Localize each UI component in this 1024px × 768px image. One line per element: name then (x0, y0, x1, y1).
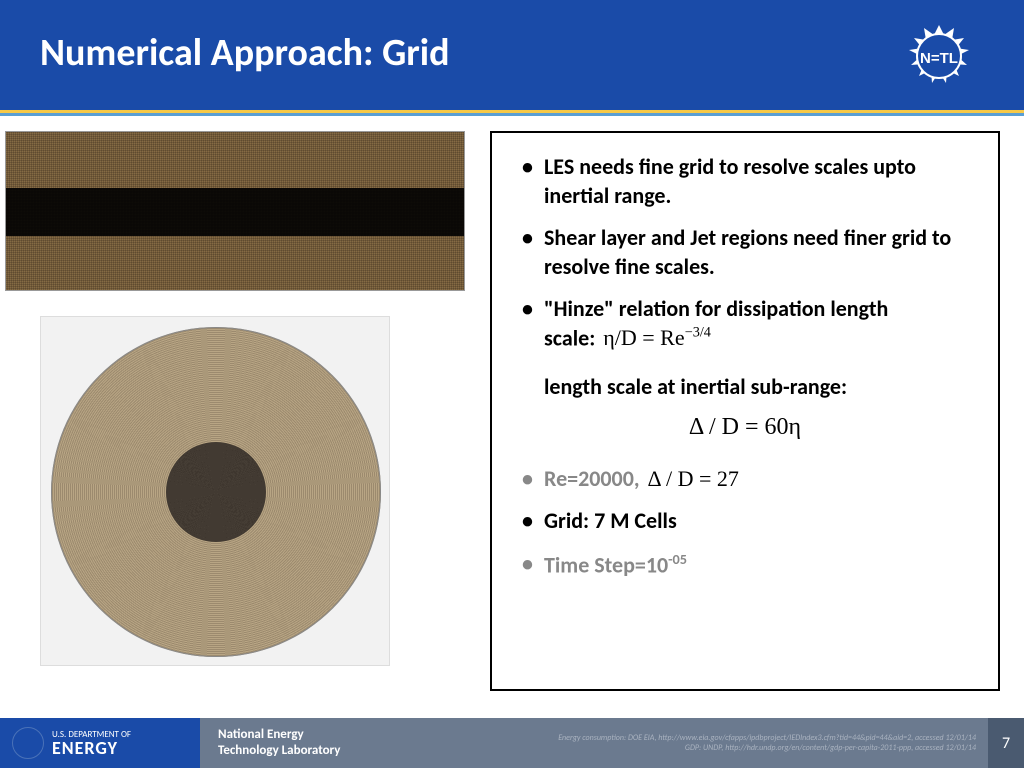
doe-badge: U.S. DEPARTMENT OFENERGY (0, 718, 200, 768)
grid-band-middle (6, 188, 464, 236)
doe-seal-icon (12, 727, 44, 759)
slide-header: Numerical Approach: Grid N=TL (0, 0, 1024, 110)
citation-text: Energy consumption: DOE EIA, http://www.… (340, 733, 988, 754)
grid-band-top (6, 132, 464, 188)
grid-circle-inner (166, 442, 266, 542)
bullet-4: Re=20000,Δ / D = 27 (510, 465, 980, 494)
text-column: LES needs fine grid to resolve scales up… (480, 116, 1020, 696)
svg-text:N=TL: N=TL (920, 50, 958, 67)
bullet-1: LES needs fine grid to resolve scales up… (510, 153, 980, 210)
circular-grid-figure (40, 316, 390, 666)
slide-title: Numerical Approach: Grid (40, 30, 1024, 76)
figures-column (0, 116, 480, 696)
equation-re: Δ / D = 27 (648, 466, 739, 491)
bullet-3: "Hinze" relation for dissipation length … (510, 295, 980, 353)
sub-heading-1: length scale at inertial sub-range: (544, 373, 980, 400)
bullet-2: Shear layer and Jet regions need finer g… (510, 224, 980, 281)
equation-hinze: η/D = Re−3/4 (603, 325, 711, 350)
content-area: LES needs fine grid to resolve scales up… (0, 116, 1024, 696)
equation-inertial: Δ / D = 60η (510, 414, 980, 441)
lab-name: National EnergyTechnology Laboratory (218, 727, 340, 760)
slide-footer: U.S. DEPARTMENT OFENERGY National Energy… (0, 718, 1024, 768)
rectangular-grid-figure (5, 131, 465, 291)
page-number: 7 (988, 718, 1024, 768)
doe-text: U.S. DEPARTMENT OFENERGY (52, 730, 131, 757)
bullet-5: Grid: 7 M Cells (510, 507, 980, 536)
bullet-box: LES needs fine grid to resolve scales up… (490, 131, 1000, 691)
netl-logo-icon: N=TL (894, 20, 984, 105)
bullet-6: Time Step=10-05 (510, 550, 980, 580)
grid-band-bottom (6, 236, 464, 291)
